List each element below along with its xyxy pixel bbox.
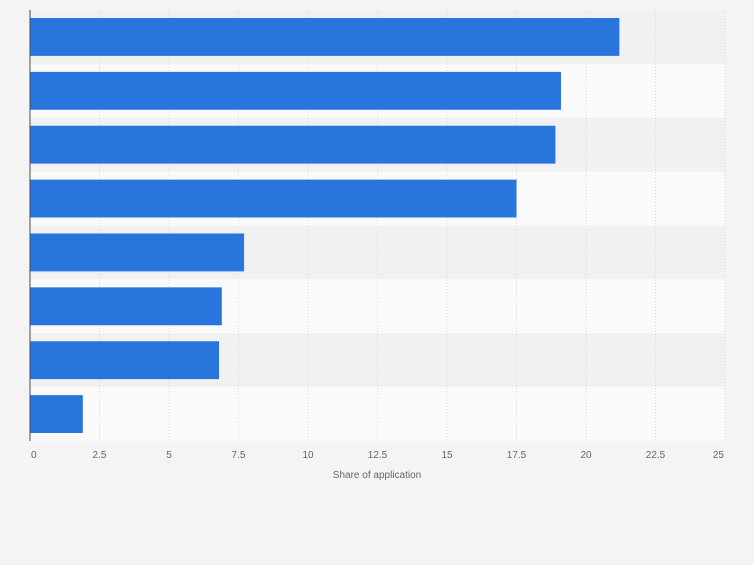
bar [30,125,556,164]
bar [30,71,561,110]
x-tick-label: 7.5 [232,450,246,461]
x-tick-label: 20 [580,450,592,461]
x-tick-label: 15 [441,450,453,461]
x-tick-label: 2.5 [93,450,107,461]
bar [30,287,222,326]
x-tick-label: 12.5 [368,450,388,461]
x-tick-label: 25 [713,450,725,461]
x-axis-label: Share of application [333,470,421,481]
bars [30,18,620,433]
bar [30,233,245,272]
x-tick-label: 10 [302,450,314,461]
x-tick-labels: 0 2.5 5 7.5 10 12.5 15 17.5 20 22.5 25 [31,450,724,461]
row-band [30,387,725,441]
x-tick-label: 22.5 [646,450,666,461]
bar [30,179,517,218]
bar [30,395,83,433]
x-tick-label: 17.5 [507,450,527,461]
bar [30,341,220,380]
bar [30,18,620,56]
x-tick-label: 0 [31,450,37,461]
x-tick-label: 5 [166,450,172,461]
